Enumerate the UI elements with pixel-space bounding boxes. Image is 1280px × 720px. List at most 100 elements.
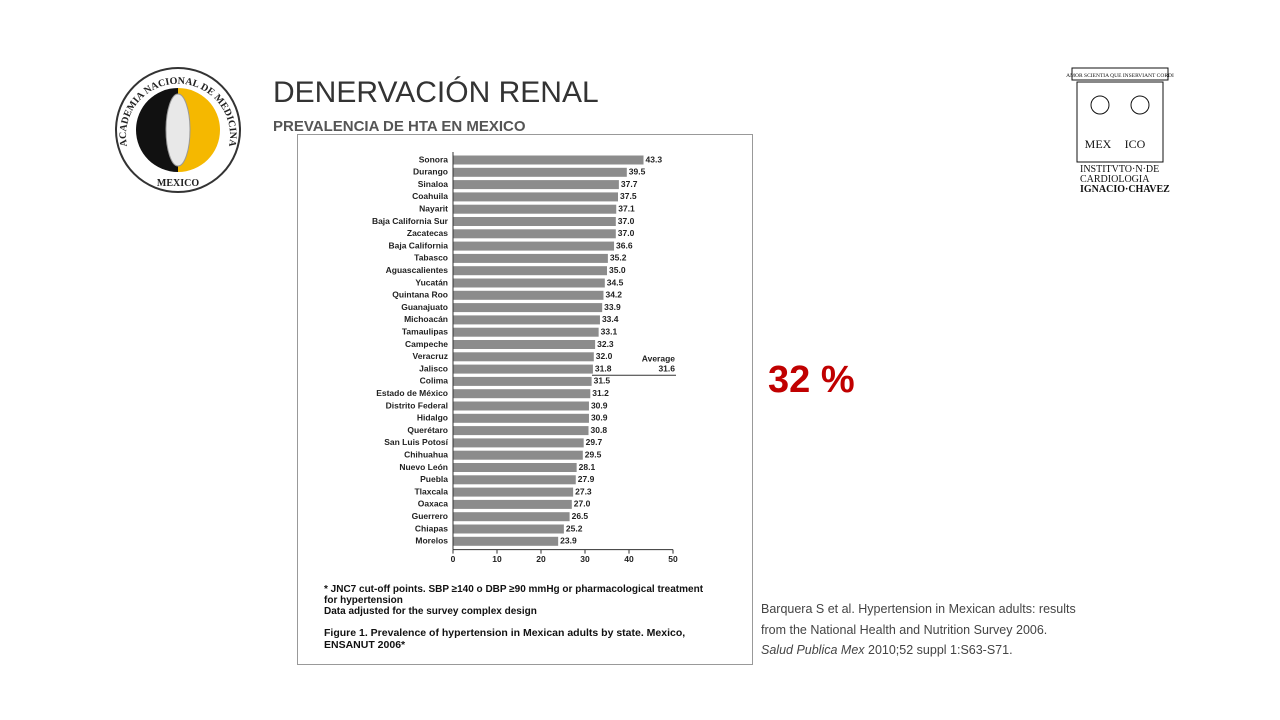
category-label: Durango — [413, 167, 448, 177]
bar — [453, 278, 605, 288]
bar — [453, 192, 618, 202]
bar — [453, 290, 604, 300]
value-label: 32.0 — [596, 351, 613, 361]
logo-half-yellow — [178, 88, 220, 172]
footnote: * JNC7 cut-off points. SBP ≥140 o DBP ≥9… — [324, 584, 704, 595]
bar — [453, 536, 559, 546]
value-label: 37.0 — [618, 228, 635, 238]
value-label: 37.7 — [621, 179, 638, 189]
logo-statue — [165, 93, 191, 167]
value-label: 33.9 — [604, 302, 621, 312]
category-label: Tabasco — [414, 253, 448, 263]
institute-line: CARDIOLOGIA — [1080, 174, 1150, 185]
category-label: Baja California Sur — [372, 216, 449, 226]
value-label: 30.8 — [591, 425, 608, 435]
value-label: 31.8 — [595, 363, 612, 373]
bar — [453, 499, 572, 509]
bar — [453, 389, 591, 399]
bar — [453, 167, 627, 177]
value-label: 36.6 — [616, 240, 633, 250]
right-logo: AMOR SCIENTIA QUE INSERVIANT CORDI MEX I… — [1066, 67, 1174, 195]
category-label: Distrito Federal — [386, 400, 448, 410]
value-label: 30.9 — [591, 413, 608, 423]
value-label: 23.9 — [560, 536, 577, 546]
bar — [453, 475, 576, 485]
x-tick-label: 10 — [492, 554, 502, 564]
institute-line: IGNACIO·CHAVEZ — [1080, 184, 1170, 195]
category-label: Tlaxcala — [414, 486, 448, 496]
value-label: 39.5 — [629, 167, 646, 177]
figure-caption: ENSANUT 2006* — [324, 639, 406, 651]
bar — [453, 180, 619, 190]
value-label: 30.9 — [591, 400, 608, 410]
bar — [453, 266, 607, 276]
figure-caption: Figure 1. Prevalence of hypertension in … — [324, 627, 685, 639]
category-label: Quintana Roo — [392, 290, 448, 300]
value-label: 34.5 — [607, 277, 624, 287]
category-label: Veracruz — [413, 351, 448, 361]
bar — [453, 450, 583, 460]
bar — [453, 241, 615, 251]
crest — [1076, 81, 1164, 163]
value-label: 31.2 — [592, 388, 609, 398]
crest-ico: ICO — [1125, 137, 1146, 151]
citation-rest: 2010;52 suppl 1:S63-S71. — [865, 643, 1013, 657]
left-logo: ACADEMIA NACIONAL DE MEDICINA MEXICO — [115, 67, 241, 193]
value-label: 25.2 — [566, 523, 583, 533]
average-value: 31.6 — [658, 364, 675, 374]
category-label: Aguascalientes — [386, 265, 449, 275]
value-label: 43.3 — [646, 154, 663, 164]
value-label: 28.1 — [579, 462, 596, 472]
bar — [453, 524, 564, 534]
bar — [453, 340, 596, 349]
slide-subtitle: PREVALENCIA DE HTA EN MEXICO — [273, 118, 526, 135]
motto: AMOR SCIENTIA QUE INSERVIANT CORDI — [1066, 73, 1174, 79]
category-label: Campeche — [405, 339, 448, 349]
citation-line: Salud Publica Mex 2010;52 suppl 1:S63-S7… — [761, 643, 1013, 657]
value-label: 29.5 — [585, 449, 602, 459]
slide-title: DENERVACIÓN RENAL — [273, 76, 599, 109]
bar — [453, 426, 589, 436]
citation-line: Barquera S et al. Hypertension in Mexica… — [761, 602, 1076, 616]
value-label: 27.3 — [575, 486, 592, 496]
bar — [453, 217, 616, 226]
category-label: Guerrero — [412, 511, 448, 521]
value-label: 31.5 — [594, 376, 611, 386]
bar — [453, 438, 584, 448]
value-label: 26.5 — [572, 511, 589, 521]
x-tick-label: 0 — [451, 554, 456, 564]
value-label: 29.7 — [586, 437, 603, 447]
citation: Barquera S et al. Hypertension in Mexica… — [761, 602, 1076, 657]
value-label: 37.0 — [618, 216, 635, 226]
x-tick-label: 50 — [668, 554, 678, 564]
category-label: Querétaro — [407, 425, 448, 435]
category-label: Guanajuato — [401, 302, 448, 312]
bar — [453, 512, 570, 522]
bar — [453, 327, 599, 337]
category-label: Colima — [420, 376, 449, 386]
category-label: Nayarit — [419, 203, 448, 213]
category-label: Oaxaca — [418, 499, 449, 509]
bar — [453, 376, 592, 386]
value-label: 35.0 — [609, 265, 626, 275]
category-label: Sonora — [419, 154, 449, 164]
x-tick-label: 40 — [624, 554, 634, 564]
category-label: Nuevo León — [399, 462, 448, 472]
bar — [453, 487, 574, 497]
category-label: Morelos — [415, 536, 448, 546]
value-label: 37.1 — [618, 203, 635, 213]
bar — [453, 364, 593, 374]
value-label: 27.9 — [578, 474, 595, 484]
category-label: Hidalgo — [417, 413, 448, 423]
value-label: 32.3 — [597, 339, 614, 349]
category-label: Chihuahua — [404, 449, 448, 459]
logo-bottom: MEXICO — [157, 178, 199, 189]
footnote: Data adjusted for the survey complex des… — [324, 606, 537, 617]
category-label: Estado de México — [376, 388, 448, 398]
category-label: Baja California — [388, 240, 448, 250]
bar — [453, 315, 600, 325]
value-label: 34.2 — [605, 290, 622, 300]
category-label: Michoacán — [404, 314, 448, 324]
category-label: Coahuila — [412, 191, 448, 201]
